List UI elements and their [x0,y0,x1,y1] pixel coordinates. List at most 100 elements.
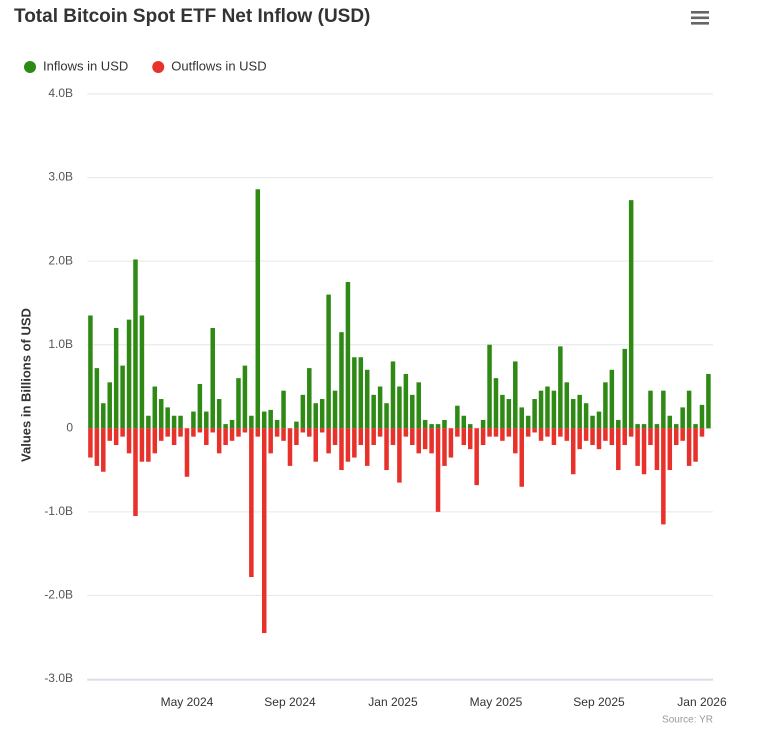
bar [493,378,499,429]
bar [197,428,203,433]
bar [583,403,589,429]
bar [101,428,106,472]
bar [596,411,602,429]
bar [699,404,705,429]
bar [403,373,409,429]
bar [88,315,93,429]
bar [641,424,647,429]
y-tick-label: 2.0B [48,253,73,267]
bar [609,428,615,445]
bar [693,428,698,462]
bar [429,428,434,454]
bar [184,428,190,477]
bar [249,428,254,578]
bar [461,415,467,429]
bar [435,424,441,429]
bar [390,428,396,445]
bar [422,419,428,429]
bar [480,428,486,445]
bar [422,428,428,450]
bar [680,428,685,441]
bar [358,428,364,445]
bar [133,428,138,517]
bar [113,328,119,429]
bar [326,428,331,454]
y-tick-label: 4.0B [48,86,73,100]
bar [146,428,151,462]
bar [577,394,582,429]
bar [648,428,653,445]
bar [686,390,692,429]
bar [487,344,492,429]
bar [390,361,396,429]
bar [377,428,383,437]
bar [94,368,100,429]
bar [455,405,460,429]
bar [506,428,512,437]
bar [216,399,222,429]
bar [590,415,595,429]
bar [332,428,338,445]
bar [410,428,415,445]
bar [274,419,280,429]
bar [319,428,325,433]
bar [654,428,660,471]
bar [210,328,215,429]
bar [268,409,273,429]
bar [493,428,499,437]
bar [622,348,627,429]
bar [487,428,492,437]
menu-button[interactable] [690,9,710,27]
x-tick-label: Sep 2024 [264,695,316,709]
bar [223,428,228,445]
bar [532,428,537,433]
bar [146,415,151,429]
bar [506,399,512,429]
bar [564,428,570,441]
bar [570,399,576,429]
bar [667,415,673,429]
bar [558,346,563,429]
bar [242,428,248,433]
bar [603,428,608,441]
bar [294,421,299,429]
bar [596,428,602,450]
x-tick-label: May 2025 [470,695,523,709]
bar [152,386,158,429]
bar [693,424,698,429]
bar [204,411,209,429]
y-tick-label: -1.0B [44,504,73,518]
bar [641,428,647,475]
bar [326,294,331,429]
bar [525,428,531,437]
bar [281,428,286,441]
bar [229,428,235,441]
bar [313,403,318,429]
bar [616,419,621,429]
y-axis-label: Values in Billions of USD [18,308,33,462]
bar [455,428,460,437]
bar [152,428,158,454]
bar [178,428,183,437]
bar [307,368,312,429]
bar [88,428,93,458]
bar [268,428,273,454]
bar [442,419,447,429]
bar [307,428,312,437]
bar [551,390,557,429]
bar [171,415,177,429]
bar [94,428,100,466]
bar [686,428,692,466]
bar [281,390,286,429]
bar [564,382,570,429]
x-tick-label: Jan 2025 [368,695,418,709]
bar [261,411,267,429]
bar [249,415,254,429]
bar [120,365,125,429]
bar [435,428,441,512]
bar [158,399,164,429]
bar [139,315,145,429]
bar [384,403,389,429]
bar [339,428,344,471]
